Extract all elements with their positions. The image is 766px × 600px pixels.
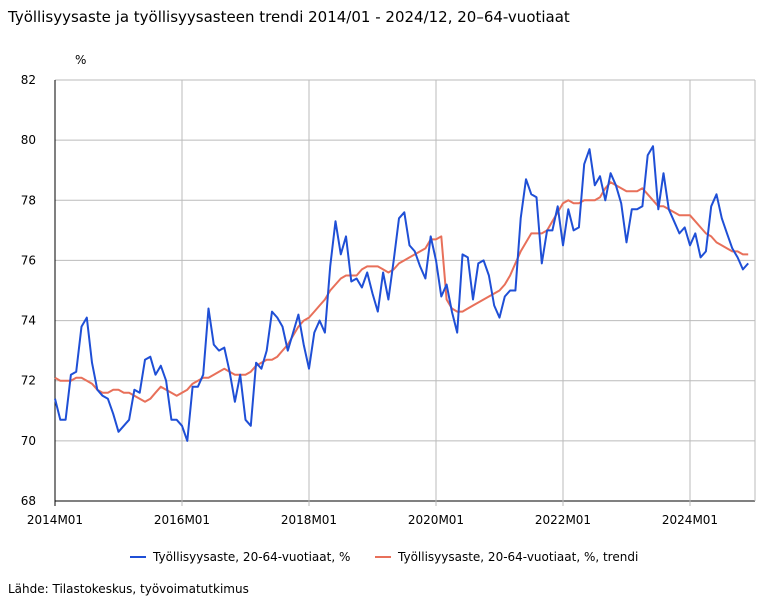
y-tick-label: 76 bbox=[21, 253, 36, 267]
series-line-employment-rate bbox=[54, 145, 749, 442]
chart-title: Työllisyysaste ja työllisyysasteen trend… bbox=[8, 8, 570, 26]
x-tick-label: 2018M01 bbox=[281, 513, 337, 527]
y-tick-label: 82 bbox=[21, 73, 36, 87]
y-tick-label: 68 bbox=[21, 494, 36, 508]
x-tick-label: 2014M01 bbox=[27, 513, 83, 527]
y-axis-unit: % bbox=[75, 53, 86, 67]
x-tick-label: 2020M01 bbox=[408, 513, 464, 527]
x-tick-label: 2024M01 bbox=[662, 513, 718, 527]
y-tick-label: 72 bbox=[21, 374, 36, 388]
y-tick-label: 70 bbox=[21, 434, 36, 448]
legend-label: Työllisyysaste, 20-64-vuotiaat, %, trend… bbox=[397, 550, 638, 564]
source-note: Lähde: Tilastokeskus, työvoimatutkimus bbox=[8, 582, 249, 596]
x-tick-label: 2016M01 bbox=[154, 513, 210, 527]
x-tick-label: 2022M01 bbox=[535, 513, 591, 527]
series-line-trend bbox=[54, 181, 749, 403]
y-tick-label: 74 bbox=[21, 314, 36, 328]
legend-label: Työllisyysaste, 20-64-vuotiaat, % bbox=[152, 550, 350, 564]
y-tick-label: 78 bbox=[21, 193, 36, 207]
y-tick-label: 80 bbox=[21, 133, 36, 147]
